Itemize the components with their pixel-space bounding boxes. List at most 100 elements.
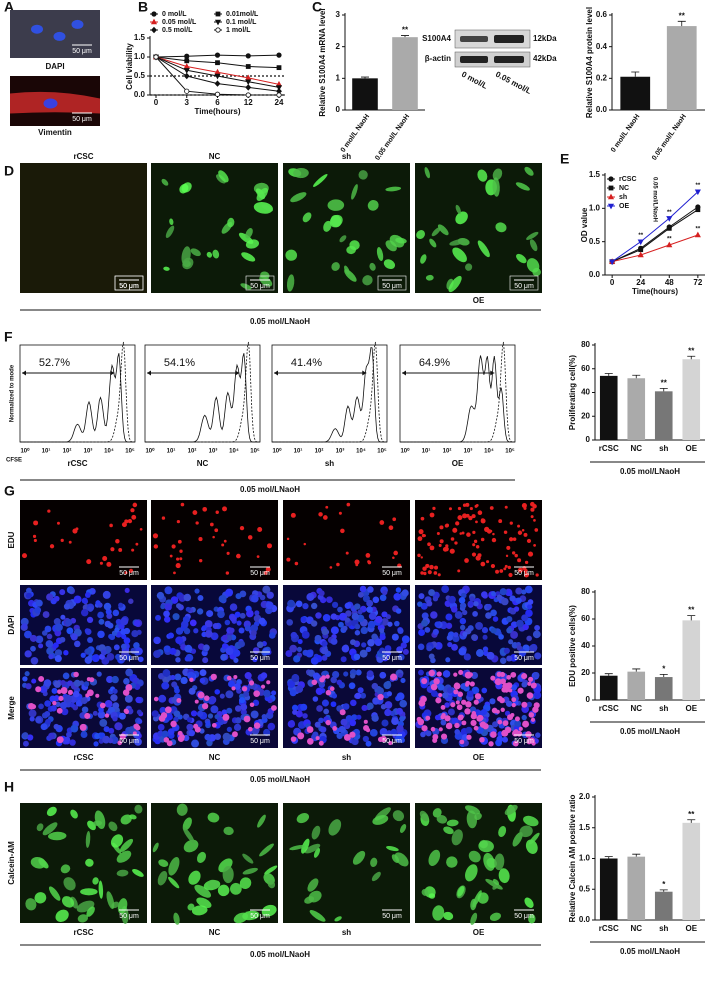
y-axis-label: Cell viability <box>125 43 134 90</box>
nucleus <box>482 646 489 652</box>
nucleus <box>238 697 246 704</box>
cell <box>525 839 538 854</box>
nucleus <box>287 720 296 728</box>
nucleus <box>222 732 231 741</box>
legend-marker <box>151 11 157 17</box>
nucleus <box>435 697 442 704</box>
nucleus <box>330 613 338 620</box>
cell <box>358 170 368 180</box>
nucleus <box>81 706 89 714</box>
nucleus <box>58 695 64 702</box>
band-size: 42kDa <box>533 54 557 63</box>
nucleus <box>192 510 198 515</box>
cell <box>425 274 434 281</box>
nucleus <box>454 722 460 729</box>
axis-label: Normalized to mode <box>10 364 16 422</box>
group-label: sh <box>342 928 351 937</box>
cell <box>516 253 527 264</box>
bar <box>627 671 646 700</box>
nucleus <box>124 709 130 715</box>
nucleus <box>503 567 507 571</box>
nucleus <box>293 655 301 663</box>
nucleus <box>302 603 309 610</box>
nucleus <box>318 717 324 724</box>
group-label: OE <box>473 928 485 937</box>
nucleus <box>465 502 470 507</box>
nucleus <box>460 592 467 599</box>
nucleus <box>196 710 204 717</box>
nucleus <box>250 629 257 636</box>
nucleus <box>86 616 94 624</box>
cell <box>245 239 260 249</box>
cell <box>309 910 326 922</box>
nucleus <box>426 645 433 652</box>
nucleus <box>533 702 540 709</box>
nucleus <box>331 693 338 699</box>
cell <box>478 840 494 853</box>
nucleus <box>86 677 91 682</box>
nucleus <box>223 539 227 543</box>
nucleus <box>442 670 451 678</box>
cell <box>212 249 220 259</box>
nucleus <box>377 693 384 701</box>
cell <box>367 200 379 211</box>
nucleus <box>114 627 120 633</box>
point <box>695 207 701 213</box>
nucleus <box>332 726 338 731</box>
nucleus <box>46 633 53 640</box>
nucleus <box>286 557 291 562</box>
nucleus <box>22 740 29 747</box>
x-tick-label: 0 <box>154 98 159 107</box>
nucleus <box>466 532 471 537</box>
nucleus <box>179 549 183 553</box>
nucleus <box>220 653 228 661</box>
nucleus <box>433 571 438 575</box>
gate-percentage: 54.1% <box>164 357 195 369</box>
cell <box>470 898 477 911</box>
nucleus <box>379 628 385 634</box>
nucleus <box>434 565 439 570</box>
cell <box>524 166 534 176</box>
nucleus <box>35 686 42 693</box>
nucleus <box>450 702 456 708</box>
nucleus <box>310 620 318 627</box>
nucleus <box>392 556 395 559</box>
nucleus <box>73 671 79 678</box>
nucleus <box>429 564 434 570</box>
nucleus <box>338 511 342 515</box>
nucleus <box>164 586 173 595</box>
legend-label: 0.01mol/L <box>226 11 259 18</box>
nucleus <box>112 702 120 709</box>
cell <box>218 170 229 183</box>
nucleus <box>21 553 28 559</box>
nucleus <box>70 633 78 641</box>
nucleus <box>522 623 529 631</box>
nucleus <box>491 537 497 543</box>
nucleus <box>445 622 453 629</box>
bar <box>666 26 697 110</box>
nucleus <box>361 642 367 648</box>
nucleus <box>68 540 72 544</box>
nucleus <box>33 520 39 526</box>
nucleus <box>52 700 57 706</box>
cell <box>188 870 201 885</box>
nucleus <box>480 537 485 542</box>
nucleus <box>189 619 197 627</box>
y-tick-label: 1 <box>336 73 341 82</box>
significance: * <box>662 880 666 889</box>
nucleus <box>323 708 330 715</box>
nucleus <box>440 733 448 740</box>
y-tick-label: 0.5 <box>589 237 601 246</box>
nucleus <box>42 611 50 618</box>
nucleus <box>191 739 200 748</box>
cell <box>116 850 132 863</box>
nucleus <box>256 555 260 559</box>
nucleus <box>60 686 68 694</box>
nucleus <box>350 639 356 646</box>
nucleus <box>469 506 473 511</box>
flow-tick-label: 10⁵ <box>125 449 135 455</box>
nucleus <box>120 628 127 635</box>
cell <box>120 814 132 825</box>
nucleus <box>486 529 492 534</box>
cell <box>169 218 174 226</box>
